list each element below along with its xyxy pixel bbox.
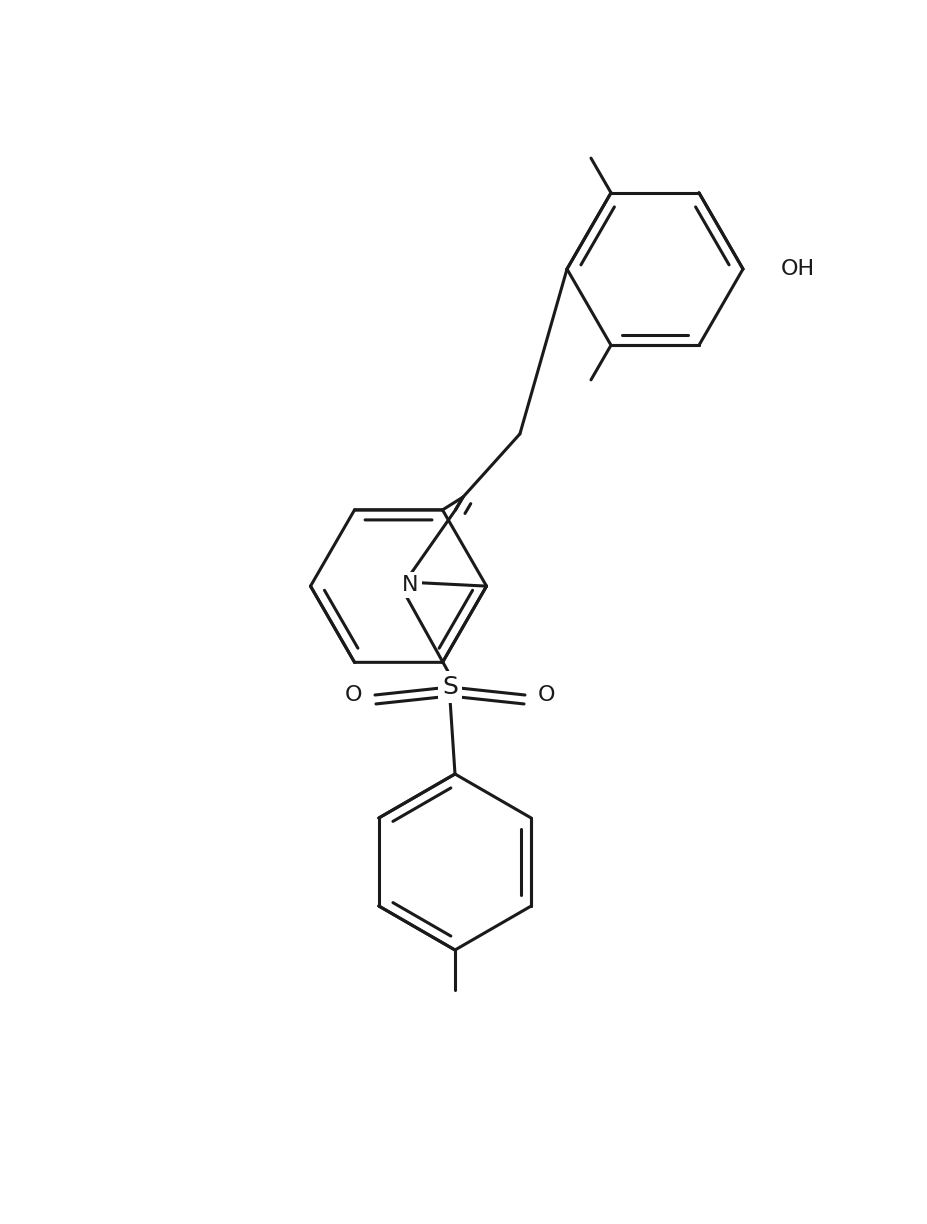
Text: OH: OH [781, 259, 814, 279]
Text: O: O [344, 685, 362, 705]
Text: O: O [538, 685, 555, 705]
Text: N: N [401, 575, 418, 595]
Text: S: S [441, 674, 457, 699]
